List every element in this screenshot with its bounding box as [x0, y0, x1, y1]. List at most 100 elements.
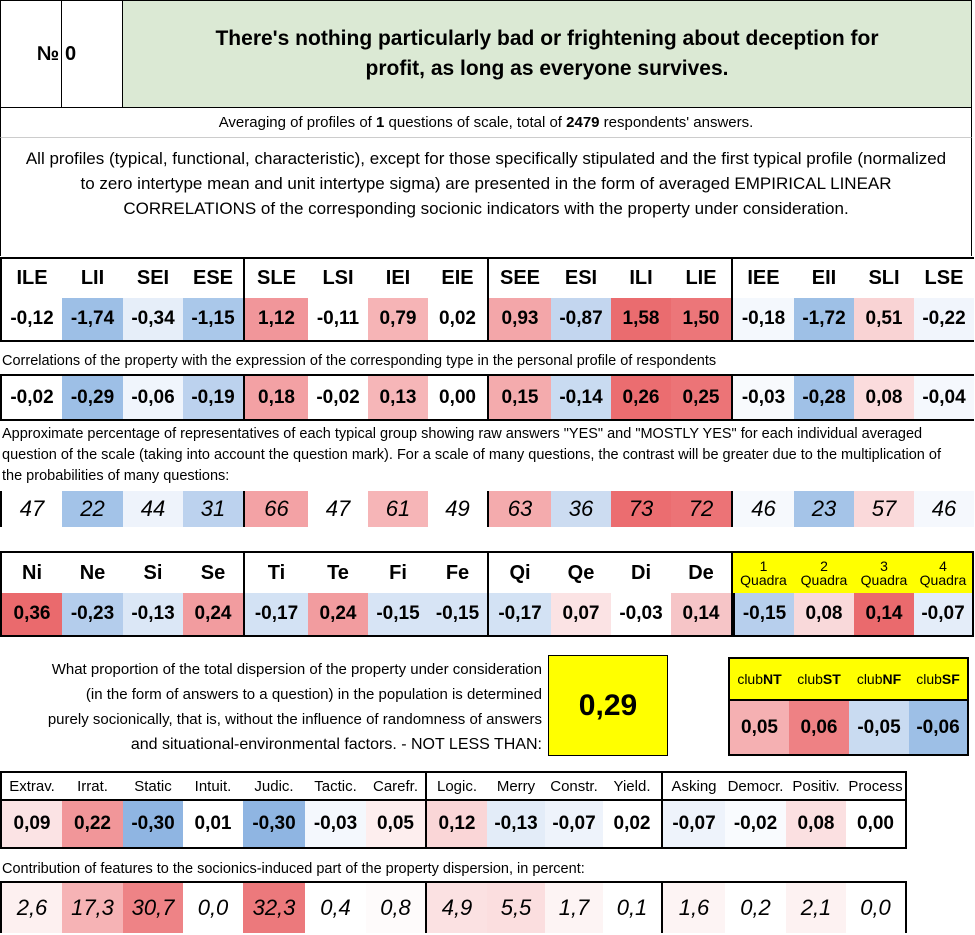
club-prefix: club: [856, 671, 883, 687]
type-value-cell: 1,50: [671, 298, 733, 342]
quadra-header-cell: 4 Quadra: [914, 551, 974, 593]
trait-value-cell: -0,07: [545, 799, 603, 849]
type-header-cell: ILE: [0, 257, 62, 298]
type-value-cell: -0,12: [0, 298, 62, 342]
trait-header-cell: Yield.: [603, 771, 663, 799]
function-value-cell: -0,17: [489, 593, 551, 637]
club-code: NT: [763, 671, 782, 687]
quadra-label: Quadra: [860, 572, 908, 588]
trait-header-cell: Asking: [663, 771, 725, 799]
function-header-cell: Ti: [245, 551, 308, 593]
type-value-cell: -1,74: [62, 298, 123, 342]
percent-note: Approximate percentage of representative…: [2, 426, 941, 484]
contribution-cell: 17,3: [62, 881, 123, 933]
percentages-row: 47 22 44 31 66 47 61 49 63 36 73 72 46 23 57 46: [0, 491, 974, 527]
correlation-cell: -0,02: [0, 374, 62, 421]
function-value-cell: 0,24: [308, 593, 368, 637]
club-code: ST: [822, 671, 841, 687]
correlation-cell: -0,03: [733, 374, 794, 421]
type-value-cell: -1,15: [183, 298, 245, 342]
types-header-row: ILE LII SEI ESE SLE LSI IEI EIE SEE ESI ILI LIE IEE E…: [0, 257, 974, 298]
type-header-cell: ILI: [611, 257, 671, 298]
quadra-value-cell: 0,14: [854, 593, 914, 637]
club-value-cell: 0,06: [789, 699, 849, 756]
function-header-cell: Di: [611, 551, 671, 593]
type-header-cell: EIE: [428, 257, 489, 298]
type-header-cell: LSE: [914, 257, 974, 298]
club-prefix: club: [797, 671, 823, 687]
type-header-cell: LSI: [308, 257, 368, 298]
quadra-value-cell: -0,15: [733, 593, 794, 637]
club-value-cell: -0,05: [849, 699, 909, 756]
contribution-note: Contribution of features to the sociоnic…: [2, 861, 585, 877]
averaging-suffix: respondents' answers.: [599, 114, 754, 131]
type-header-cell: ESE: [183, 257, 245, 298]
function-value-cell: 0,36: [0, 593, 62, 637]
type-header-cell: ESI: [551, 257, 611, 298]
function-value-cell: -0,23: [62, 593, 123, 637]
correlations-note: Correlations of the property with the ex…: [2, 353, 717, 369]
quadra-value-cell: 0,08: [794, 593, 854, 637]
club-header-cell: club NT: [728, 657, 789, 699]
club-header-cell: club SF: [909, 657, 969, 699]
contribution-cell: 0,1: [603, 881, 663, 933]
dispersion-value: 0,29: [548, 655, 668, 756]
percentage-cell: 23: [794, 491, 854, 527]
contribution-cell: 2,6: [0, 881, 62, 933]
correlation-cell: -0,06: [123, 374, 183, 421]
percentage-cell: 66: [245, 491, 308, 527]
quadra-value-cell: -0,07: [914, 593, 974, 637]
club-header-cell: club NF: [849, 657, 909, 699]
trait-value-cell: -0,02: [725, 799, 786, 849]
function-header-cell: Fe: [428, 551, 489, 593]
trait-value-cell: -0,30: [123, 799, 183, 849]
dispersion-line-2: (in the form of answers to a question) i…: [85, 686, 542, 703]
quadra-number: 2: [820, 558, 828, 574]
function-value-cell: 0,14: [671, 593, 733, 637]
clubs-values-row: 0,05 0,06 -0,05 -0,06: [728, 699, 969, 756]
type-value-cell: 0,02: [428, 298, 489, 342]
averaging-summary: Averaging of profiles of 1 questions of …: [0, 108, 972, 138]
correlation-cell: 0,25: [671, 374, 733, 421]
contribution-cell: 30,7: [123, 881, 183, 933]
type-header-cell: EII: [794, 257, 854, 298]
correlation-cell: 0,08: [854, 374, 914, 421]
quadra-number: 3: [880, 558, 888, 574]
clubs-header-row: club NT club ST club NF club SF: [728, 657, 969, 699]
trait-header-cell: Constr.: [545, 771, 603, 799]
function-value-cell: -0,13: [123, 593, 183, 637]
trait-header-cell: Positiv.: [786, 771, 846, 799]
averaging-prefix: Averaging of profiles of: [218, 114, 377, 131]
traits-header-row: Extrav. Irrat. Static Intuit. Judic. Tactic. C…: [0, 771, 907, 799]
traits-values-row: 0,09 0,22 -0,30 0,01 -0,30 -0,03 0,05 0,12 -0,13…: [0, 799, 907, 849]
type-value-cell: -0,11: [308, 298, 368, 342]
trait-value-cell: 0,08: [786, 799, 846, 849]
trait-value-cell: 0,22: [62, 799, 123, 849]
type-value-cell: 1,12: [245, 298, 308, 342]
functions-header-row: Ni Ne Si Se Ti Te Fi Fe Qi Qe Di De 1 Quadra 2 Quadra 3 Q…: [0, 551, 974, 593]
trait-value-cell: 0,12: [427, 799, 487, 849]
trait-value-cell: 0,09: [0, 799, 62, 849]
trait-header-cell: Static: [123, 771, 183, 799]
trait-header-cell: Intuit.: [183, 771, 243, 799]
trait-header-cell: Irrat.: [62, 771, 123, 799]
function-header-cell: De: [671, 551, 733, 593]
averaging-middle: questions of scale, total of: [384, 114, 567, 131]
contribution-cell: 0,4: [305, 881, 366, 933]
contribution-cell: 0,8: [366, 881, 427, 933]
trait-header-cell: Extrav.: [0, 771, 62, 799]
trait-header-cell: Carefr.: [366, 771, 427, 799]
quadra-header-cell: 1 Quadra: [733, 551, 794, 593]
function-header-cell: Se: [183, 551, 245, 593]
correlation-cell: 0,18: [245, 374, 308, 421]
contributions-row: 2,6 17,3 30,7 0,0 32,3 0,4 0,8 4,9 5,5 1,7 0,1 1,6 0…: [0, 881, 907, 933]
type-value-cell: -0,34: [123, 298, 183, 342]
type-header-cell: SLE: [245, 257, 308, 298]
type-value-cell: 0,51: [854, 298, 914, 342]
respondents-count: 2479: [566, 114, 600, 131]
type-value-cell: 0,79: [368, 298, 428, 342]
dispersion-line-4: and situational-environmental factors. -…: [130, 736, 542, 753]
trait-header-cell: Judic.: [243, 771, 305, 799]
type-header-cell: IEI: [368, 257, 428, 298]
dispersion-line-3: purely socionically, that is, without th…: [47, 711, 542, 728]
